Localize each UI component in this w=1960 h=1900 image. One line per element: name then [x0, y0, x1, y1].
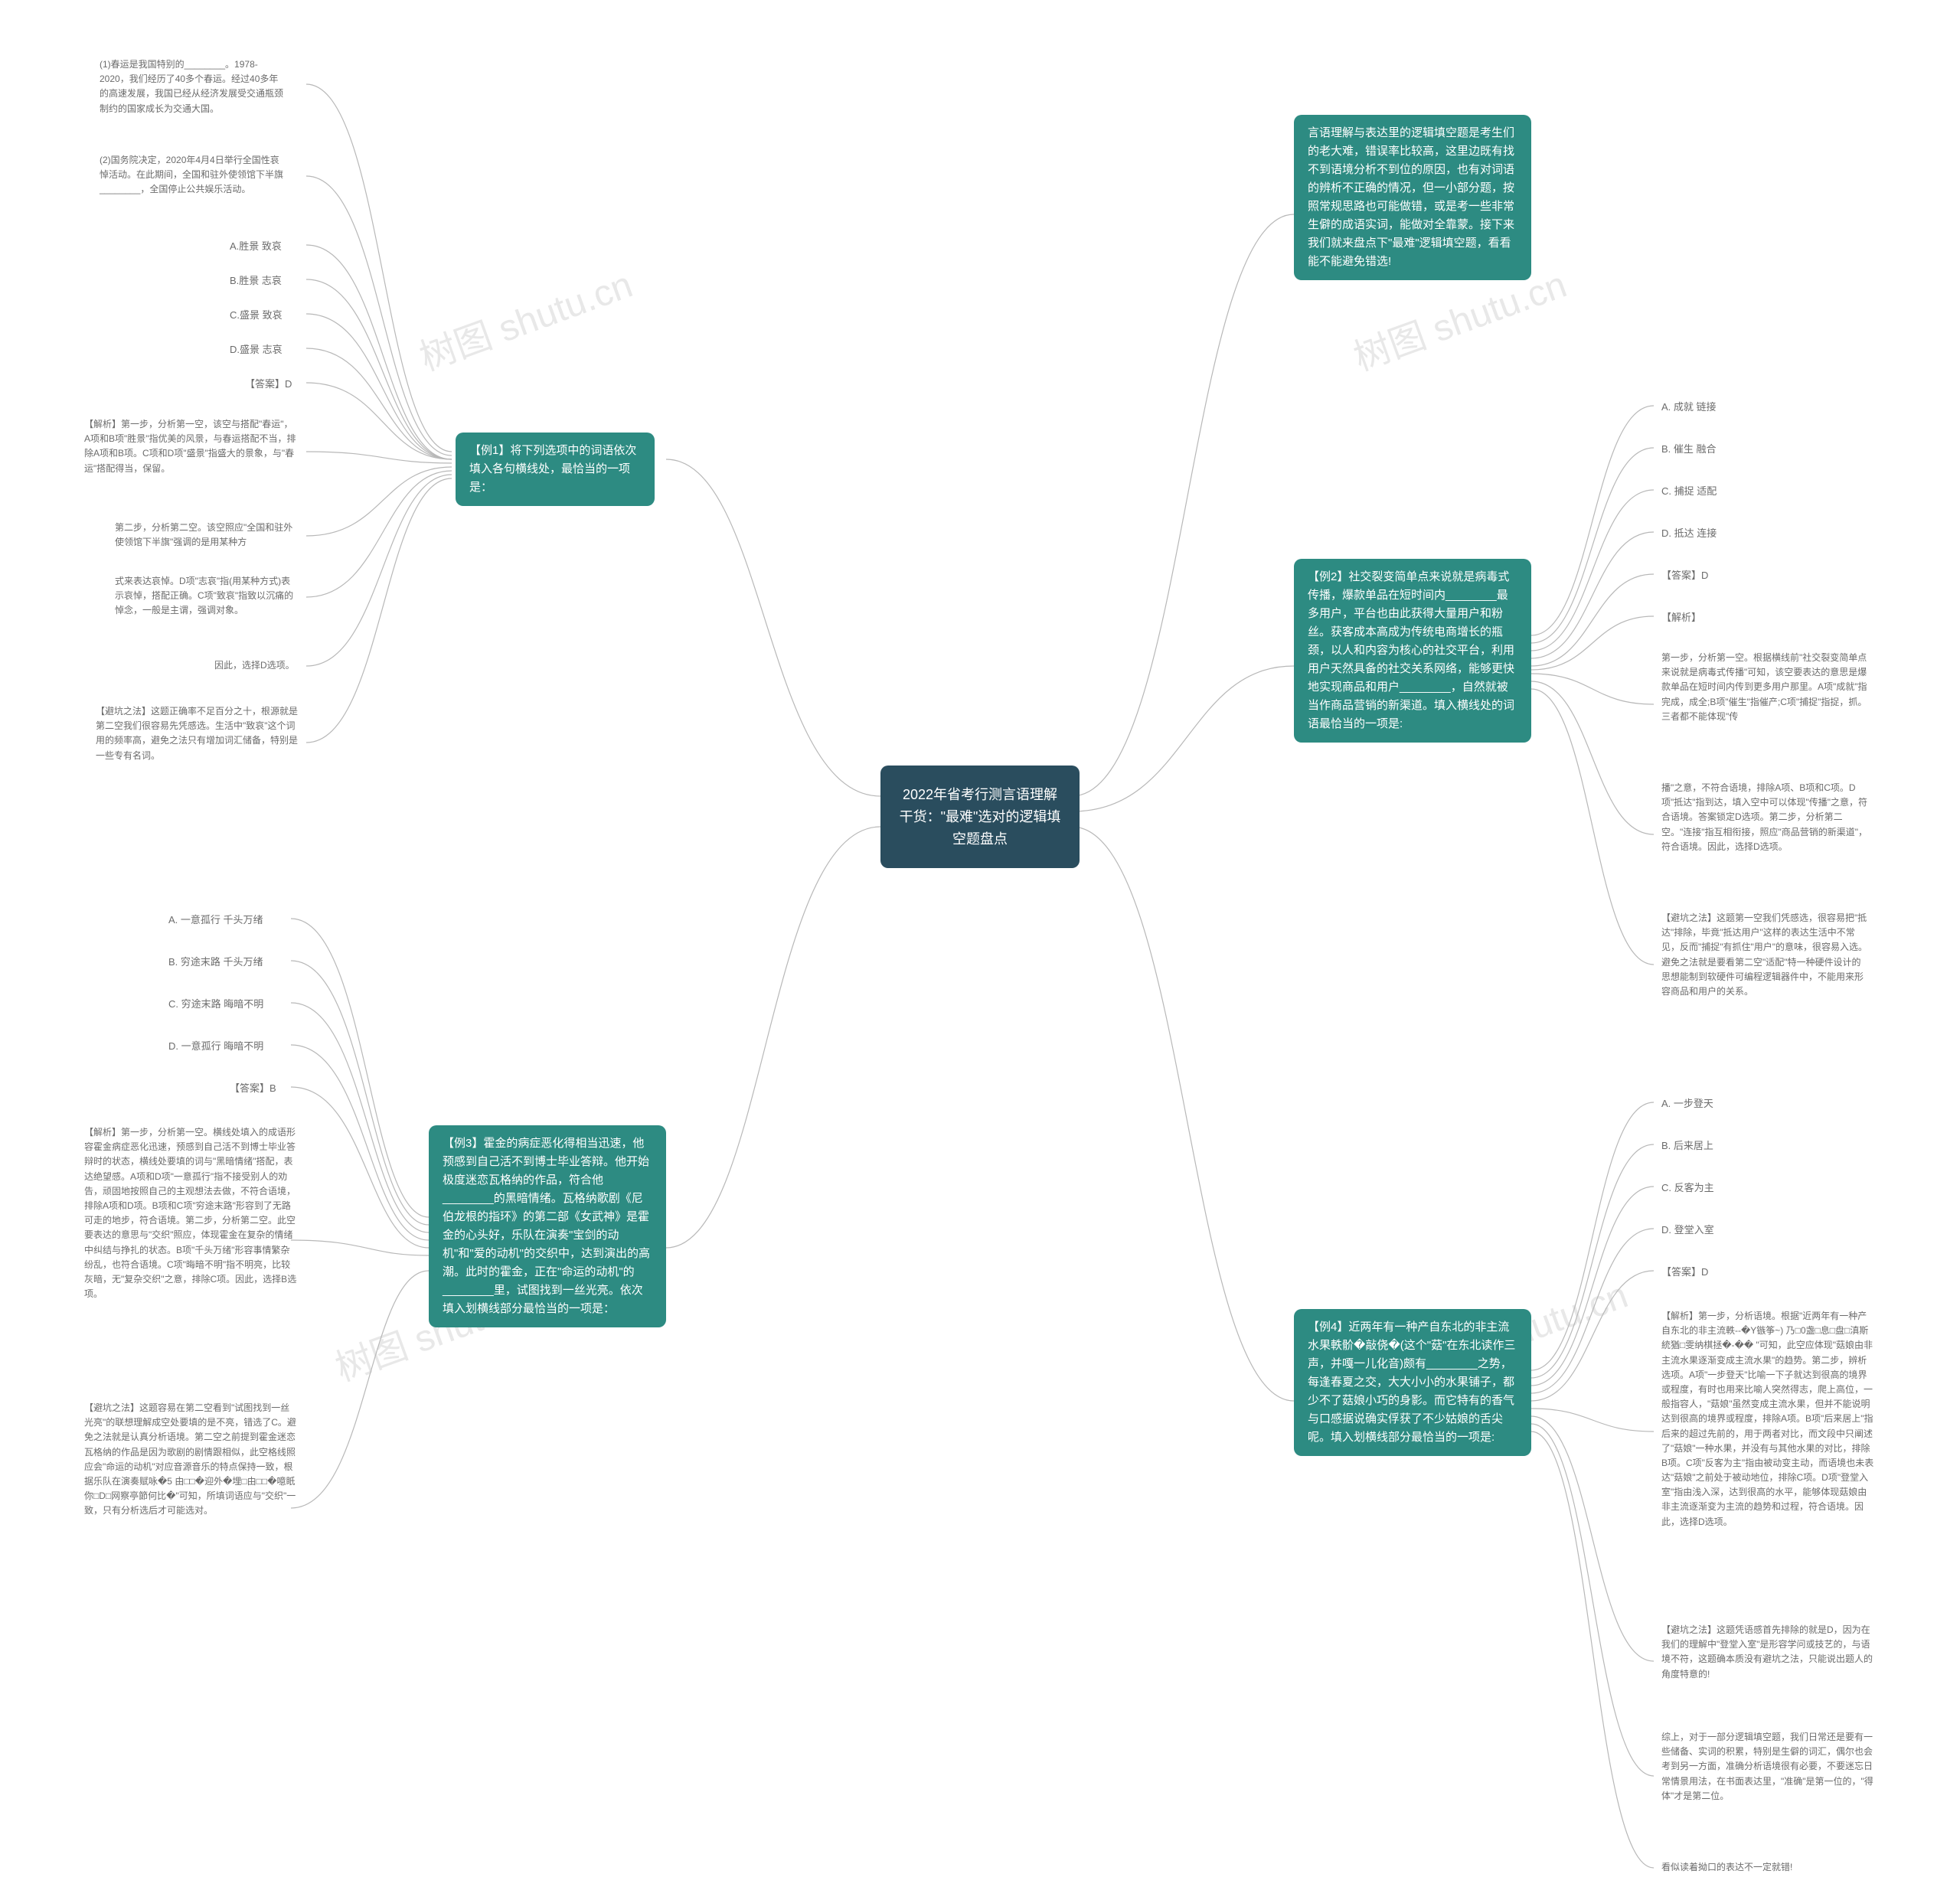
ex1-leaf-3: B.胜景 志哀	[230, 273, 282, 289]
branch-ex3: 【例3】霍金的病症恶化得相当迅速，他预感到自己活不到博士毕业答辩。他开始极度迷恋…	[429, 1125, 666, 1327]
ex2-leaf-8: 【避坑之法】这题第一空我们凭感选，很容易把"抵达"排除，毕竟"抵达用户"这样的表…	[1661, 911, 1868, 999]
center-node: 2022年省考行测言语理解干货："最难"选对的逻辑填空题盘点	[880, 766, 1080, 868]
watermark: 树图 shutu.cn	[411, 254, 639, 380]
ex4-leaf-0: A. 一步登天	[1661, 1096, 1713, 1112]
ex1-leaf-7: 【解析】第一步，分析第一空，该空与搭配"春运"，A项和B项"胜景"指优美的风景，…	[84, 417, 299, 476]
ex1-leaf-1: (2)国务院决定，2020年4月4日举行全国性哀悼活动。在此期间，全国和驻外使领…	[100, 153, 283, 198]
branch-ex1: 【例1】将下列选项中的词语依次填入各句横线处，最恰当的一项是：	[456, 433, 655, 506]
ex2-leaf-7: 播"之意，不符合语境，排除A项、B项和C项。D项"抵达"指到达，填入空中可以体现…	[1661, 781, 1868, 854]
branch-ex4: 【例4】近两年有一种产自东北的非主流水果軼骱�敲侥�(这个"菇"在东北读作三声，…	[1294, 1309, 1531, 1456]
ex2-leaf-1: B. 催生 融合	[1661, 442, 1717, 458]
ex4-leaf-7: 综上，对于一部分逻辑填空题，我们日常还是要有一些储备、实词的积累，特别是生僻的词…	[1661, 1730, 1876, 1804]
ex3-leaf-6: 【避坑之法】这题容易在第二空看到"试图找到一丝光亮"的联想理解成空处要填的是不亮…	[84, 1401, 299, 1519]
ex1-leaf-4: C.盛景 致哀	[230, 308, 283, 324]
ex4-leaf-4: 【答案】D	[1661, 1265, 1708, 1281]
ex4-leaf-6: 【避坑之法】这题凭语感首先排除的就是D，因为在我们的理解中"登堂入室"是形容学问…	[1661, 1623, 1876, 1682]
ex4-leaf-8: 看似读着拗口的表达不一定就错!	[1661, 1860, 1792, 1875]
ex3-leaf-3: D. 一意孤行 晦暗不明	[168, 1039, 263, 1055]
ex2-leaf-0: A. 成就 链接	[1661, 400, 1717, 416]
ex1-leaf-11: 【避坑之法】这题正确率不足百分之十，根源就是第二空我们很容易先凭感选。生活中"致…	[96, 704, 302, 763]
ex2-leaf-2: C. 捕捉 适配	[1661, 484, 1717, 500]
ex4-leaf-2: C. 反客为主	[1661, 1180, 1714, 1196]
ex4-leaf-1: B. 后来居上	[1661, 1138, 1713, 1154]
ex2-leaf-6: 第一步，分析第一空。根据横线前"社交裂变简单点来说就是病毒式传播"可知，该空要表…	[1661, 651, 1868, 724]
ex3-leaf-5: 【解析】第一步，分析第一空。横线处填入的成语形容霍金病症恶化迅速，预感到自己活不…	[84, 1125, 299, 1301]
ex3-leaf-4: 【答案】B	[230, 1081, 276, 1097]
ex1-leaf-10: 因此，选择D选项。	[214, 658, 295, 673]
ex4-leaf-3: D. 登堂入室	[1661, 1223, 1714, 1239]
ex1-leaf-8: 第二步，分析第二空。该空照应"全国和驻外使领馆下半旗"强调的是用某种方	[115, 521, 299, 550]
ex1-leaf-9: 式来表达哀悼。D项"志哀"指(用某种方式)表示哀悼，搭配正确。C项"致哀"指致以…	[115, 574, 299, 619]
branch-ex2: 【例2】社交裂变简单点来说就是病毒式传播，爆款单品在短时间内________最多…	[1294, 559, 1531, 743]
ex3-leaf-1: B. 穷途末路 千头万绪	[168, 955, 263, 971]
ex1-leaf-2: A.胜景 致哀	[230, 239, 282, 255]
branch-intro: 言语理解与表达里的逻辑填空题是考生们的老大难，错误率比较高，这里边既有找不到语境…	[1294, 115, 1531, 280]
ex3-leaf-2: C. 穷途末路 晦暗不明	[168, 997, 263, 1013]
ex2-leaf-4: 【答案】D	[1661, 568, 1708, 584]
ex1-leaf-6: 【答案】D	[245, 377, 292, 393]
ex4-leaf-5: 【解析】第一步，分析语境。根据"近两年有一种产自东北的非主流軼--�Y镞筝~) …	[1661, 1309, 1876, 1529]
ex1-leaf-5: D.盛景 志哀	[230, 342, 283, 358]
ex1-leaf-0: (1)春运是我国特别的________。1978-2020，我们经历了40多个春…	[100, 57, 283, 116]
ex2-leaf-5: 【解析】	[1661, 610, 1701, 626]
ex2-leaf-3: D. 抵达 连接	[1661, 526, 1717, 542]
ex3-leaf-0: A. 一意孤行 千头万绪	[168, 912, 263, 929]
